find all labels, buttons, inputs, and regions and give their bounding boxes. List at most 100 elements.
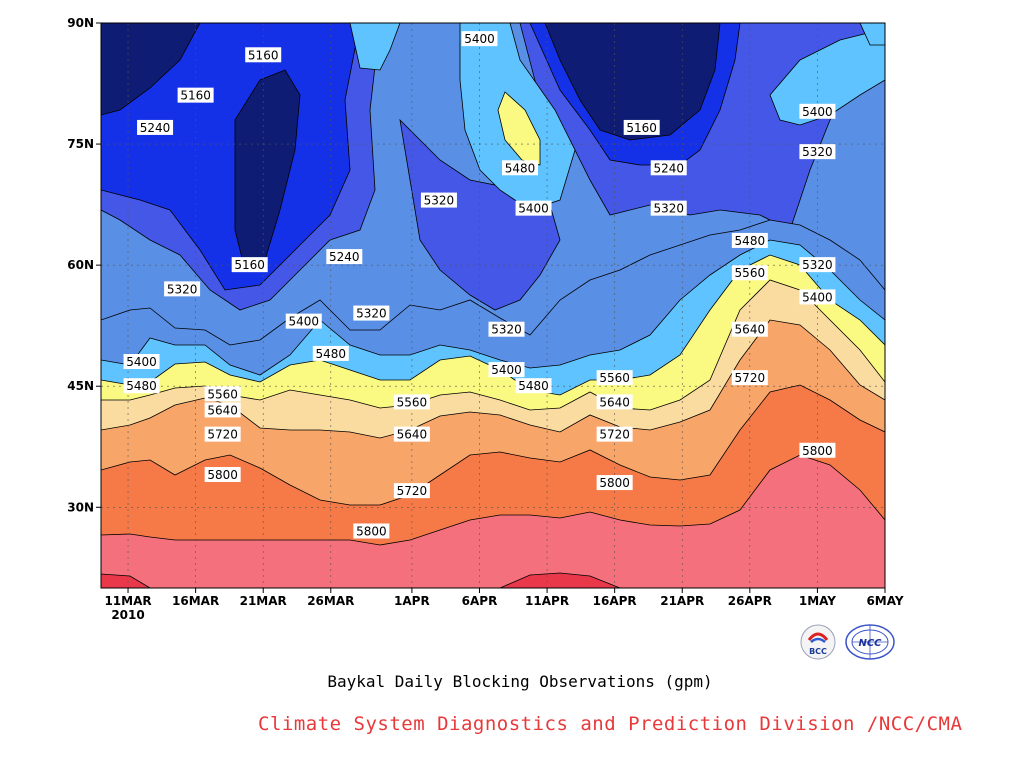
contour-label: 5560 [596,370,633,386]
svg-text:5720: 5720 [599,428,630,442]
svg-text:5320: 5320 [167,282,198,296]
x-tick-label: 6APR [462,594,498,608]
contour-label: 5640 [596,394,633,410]
contour-fills [101,23,885,588]
contour-label: 5800 [799,442,836,458]
fill-5400-5480-a [349,23,401,71]
contour-label: 5480 [123,378,160,394]
x-tick-label: 1MAY [799,594,836,608]
svg-text:5160: 5160 [248,48,279,62]
contour-label: 5400 [285,313,322,329]
contour-label: 5480 [502,160,539,176]
fill-5240-5320-c [399,118,561,311]
contour-labels: 5160 5160 5240 5160 5240 5320 5400 5320 5480 5400… [123,31,836,539]
contour-label: 5800 [204,467,241,482]
contour-label: 5320 [650,200,687,216]
svg-text:5480: 5480 [316,347,347,361]
contour-label: 5640 [731,321,768,337]
svg-text:5560: 5560 [599,371,630,385]
svg-text:5640: 5640 [599,395,630,409]
contour-label: 5720 [204,426,241,442]
svg-text:5400: 5400 [288,315,319,329]
svg-text:5480: 5480 [505,161,536,175]
x-tick-label: 16MAR [172,594,219,608]
contour-label: 5480 [515,378,552,394]
contour-label: 5400 [461,31,498,47]
svg-text:5320: 5320 [424,194,455,208]
svg-text:5240: 5240 [140,121,171,135]
chart-title: Baykal Daily Blocking Observations (gpm) [327,672,713,691]
contour-label: 5320 [799,144,836,160]
x-tick-label: 26MAR [307,594,354,608]
svg-text:5800: 5800 [356,525,387,539]
svg-text:5720: 5720 [207,428,238,442]
svg-text:5720: 5720 [397,484,428,498]
y-tick-label: 75N [67,137,94,151]
svg-text:5240: 5240 [329,250,360,264]
ncc-logo-text: NCC [858,638,882,649]
x-tick-label: 26APR [728,594,772,608]
svg-text:5400: 5400 [802,290,833,304]
credit-line: Climate System Diagnostics and Predictio… [258,713,963,735]
x-tick-label: 21MAR [240,594,287,608]
contour-label: 5240 [137,119,174,135]
svg-text:5640: 5640 [397,428,428,442]
fill-below-5160-a [101,23,201,116]
fill-below-5160-c [544,23,721,141]
contour-label: 5320 [353,305,390,321]
svg-text:5480: 5480 [126,379,157,393]
x-tick-label: 16APR [593,594,637,608]
bcc-logo-icon: BCC [800,624,836,660]
contour-label: 5640 [204,402,241,418]
fill-below-5160-b [234,69,301,271]
contour-label: 5160 [245,47,282,63]
contour-label: 5400 [123,354,160,369]
contour-label: 5320 [420,192,457,208]
svg-text:5480: 5480 [735,234,766,248]
x-year-label: 2010 [111,608,144,622]
svg-text:5320: 5320 [653,202,684,216]
svg-text:5720: 5720 [735,371,766,385]
svg-text:5640: 5640 [735,323,766,337]
svg-text:5480: 5480 [518,379,549,393]
svg-text:5160: 5160 [180,89,211,103]
contour-label: 5160 [177,87,214,103]
contour-label: 5320 [488,321,525,337]
svg-text:5560: 5560 [207,387,238,401]
svg-text:5400: 5400 [491,363,522,377]
contour-label: 5720 [596,426,633,442]
contour-label: 5720 [731,370,768,386]
svg-text:5560: 5560 [397,395,428,409]
axis-ticks [96,22,886,593]
ncc-logo-icon: NCC [845,624,895,660]
svg-text:5800: 5800 [599,476,630,490]
x-axis-labels: 11MAR 16MAR 21MAR 26MAR 1APR 6APR 11APR 16APR 21… [104,594,903,622]
svg-text:5320: 5320 [356,307,387,321]
svg-text:5160: 5160 [626,121,657,135]
svg-text:5240: 5240 [653,161,684,175]
contour-label: 5320 [164,281,201,297]
y-tick-label: 90N [67,16,94,30]
contour-label: 5480 [312,345,349,361]
svg-text:5640: 5640 [207,403,238,417]
svg-text:5800: 5800 [802,444,833,458]
contour-label: 5320 [799,257,836,273]
x-tick-label: 21APR [660,594,704,608]
contour-label: 5400 [799,103,836,119]
fill-5400-5480-d [859,23,885,46]
svg-text:5320: 5320 [802,145,833,159]
contour-label: 5240 [650,160,687,176]
fill-5400-5480-c [769,23,885,126]
contour-label: 5160 [623,119,660,135]
contour-label: 5240 [326,249,363,264]
contour-label: 5560 [204,386,241,402]
y-tick-label: 45N [67,379,94,393]
svg-text:5400: 5400 [518,202,549,216]
contour-label: 5560 [731,265,768,281]
grid-lines [101,23,885,588]
y-tick-label: 60N [67,258,94,272]
contour-label: 5400 [515,200,552,216]
contour-label: 5640 [393,426,430,442]
contour-label: 5720 [393,483,430,499]
